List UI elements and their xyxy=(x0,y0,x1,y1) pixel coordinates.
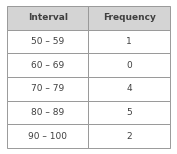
Text: 70 – 79: 70 – 79 xyxy=(31,84,64,93)
Bar xyxy=(88,53,170,77)
Bar xyxy=(7,77,88,101)
Text: Frequency: Frequency xyxy=(103,13,156,22)
Text: 5: 5 xyxy=(126,108,132,117)
Bar xyxy=(7,6,88,30)
Text: 60 – 69: 60 – 69 xyxy=(31,61,64,70)
Bar xyxy=(7,101,88,124)
Bar xyxy=(88,6,170,30)
Text: 80 – 89: 80 – 89 xyxy=(31,108,64,117)
Text: Interval: Interval xyxy=(28,13,68,22)
Bar xyxy=(7,30,88,53)
Text: 4: 4 xyxy=(126,84,132,93)
Text: 0: 0 xyxy=(126,61,132,70)
Text: 2: 2 xyxy=(126,132,132,141)
Bar xyxy=(7,124,88,148)
Text: 50 – 59: 50 – 59 xyxy=(31,37,64,46)
Bar xyxy=(7,53,88,77)
Bar xyxy=(88,30,170,53)
Bar xyxy=(88,124,170,148)
Text: 90 – 100: 90 – 100 xyxy=(28,132,67,141)
Text: 1: 1 xyxy=(126,37,132,46)
Bar xyxy=(88,101,170,124)
Bar xyxy=(88,77,170,101)
